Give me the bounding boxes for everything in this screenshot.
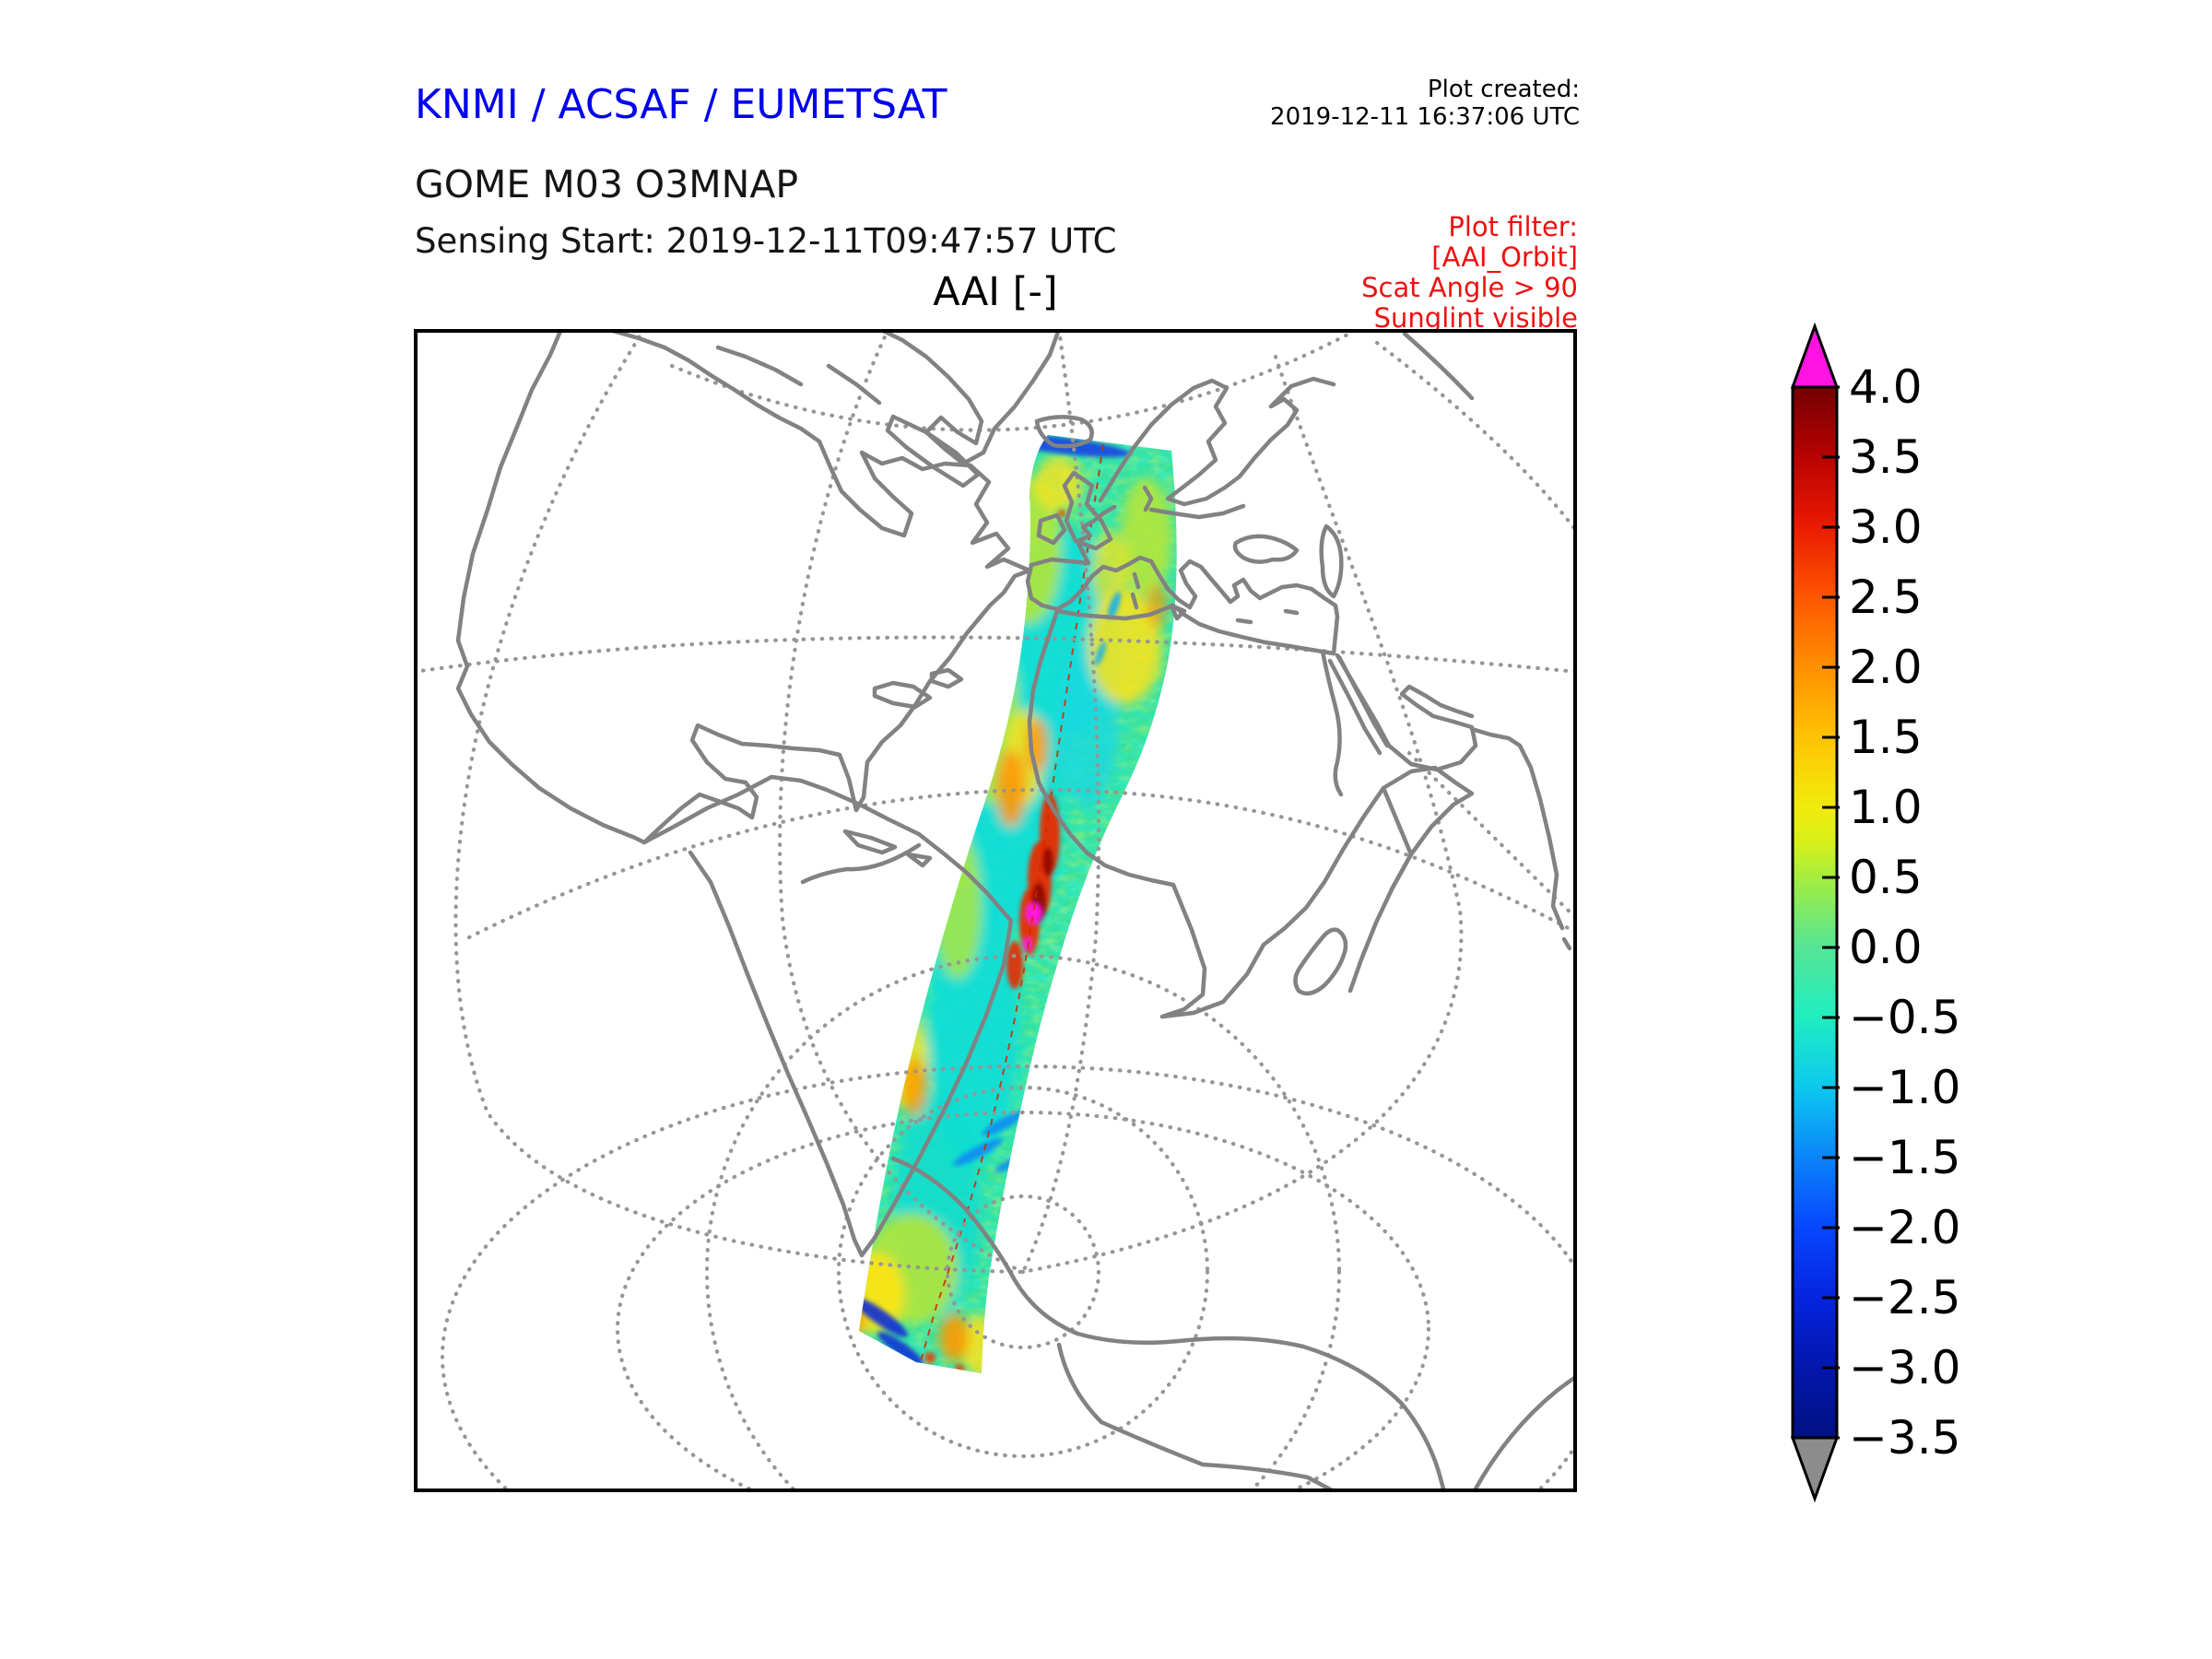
colorbar-gradient bbox=[1793, 387, 1837, 1438]
plot-filter-note: Plot filter: [AAI_Orbit] Scat Angle > 90… bbox=[1361, 212, 1578, 334]
map-title: AAI [-] bbox=[933, 269, 1058, 315]
colorbar-tick-label: −2.0 bbox=[1849, 1201, 1961, 1254]
map-plot bbox=[414, 329, 1577, 1492]
colorbar-tick-label: 3.0 bbox=[1849, 500, 1923, 554]
colorbar-tick-label: −2.5 bbox=[1849, 1271, 1961, 1324]
colorbar-tick-label: 2.0 bbox=[1849, 641, 1923, 694]
filter-line: Sunglint visible bbox=[1373, 302, 1578, 334]
colorbar-tick-label: −3.5 bbox=[1849, 1411, 1961, 1465]
colorbar-tick-label: 3.5 bbox=[1849, 430, 1923, 484]
colorbar-tick-label: 4.0 bbox=[1849, 360, 1923, 414]
colorbar-outline bbox=[1791, 385, 1839, 1440]
colorbar-tick-label: −1.5 bbox=[1849, 1131, 1961, 1184]
filter-line: [AAI_Orbit] bbox=[1431, 241, 1578, 273]
colorbar-tick-label: 0.5 bbox=[1849, 851, 1923, 904]
colorbar-tick-label: 2.5 bbox=[1849, 571, 1923, 624]
sensing-start-line: Sensing Start: 2019-12-11T09:47:57 UTC bbox=[415, 221, 1117, 261]
org-title: KNMI / ACSAF / EUMETSAT bbox=[415, 81, 947, 128]
coastlines bbox=[455, 329, 1577, 1492]
colorbar-ticks bbox=[1822, 385, 1840, 1440]
colorbar-tick-label: −1.0 bbox=[1849, 1061, 1961, 1114]
colorbar-tick-label: 1.5 bbox=[1849, 711, 1923, 764]
plot-created-value: 2019-12-11 16:37:06 UTC bbox=[1270, 103, 1580, 131]
map-frame bbox=[414, 329, 1577, 1492]
colorbar-tick-label: 1.0 bbox=[1849, 781, 1923, 834]
colorbar-tick-label: −3.0 bbox=[1849, 1341, 1961, 1394]
filter-line: Plot filter: bbox=[1448, 211, 1578, 242]
colorbar-tick-label: 0.0 bbox=[1849, 921, 1923, 974]
product-title: GOME M03 O3MNAP bbox=[415, 162, 799, 206]
colorbar-under-arrow bbox=[1790, 1436, 1840, 1503]
colorbar-tick-label: −0.5 bbox=[1849, 991, 1961, 1044]
colorbar bbox=[1790, 322, 1840, 1503]
plot-created-label: Plot created: bbox=[1427, 76, 1580, 103]
filter-line: Scat Angle > 90 bbox=[1361, 272, 1578, 303]
plot-created-block: Plot created: 2019-12-11 16:37:06 UTC bbox=[1270, 76, 1580, 131]
colorbar-over-arrow bbox=[1790, 322, 1840, 389]
graticule bbox=[414, 329, 1577, 1492]
